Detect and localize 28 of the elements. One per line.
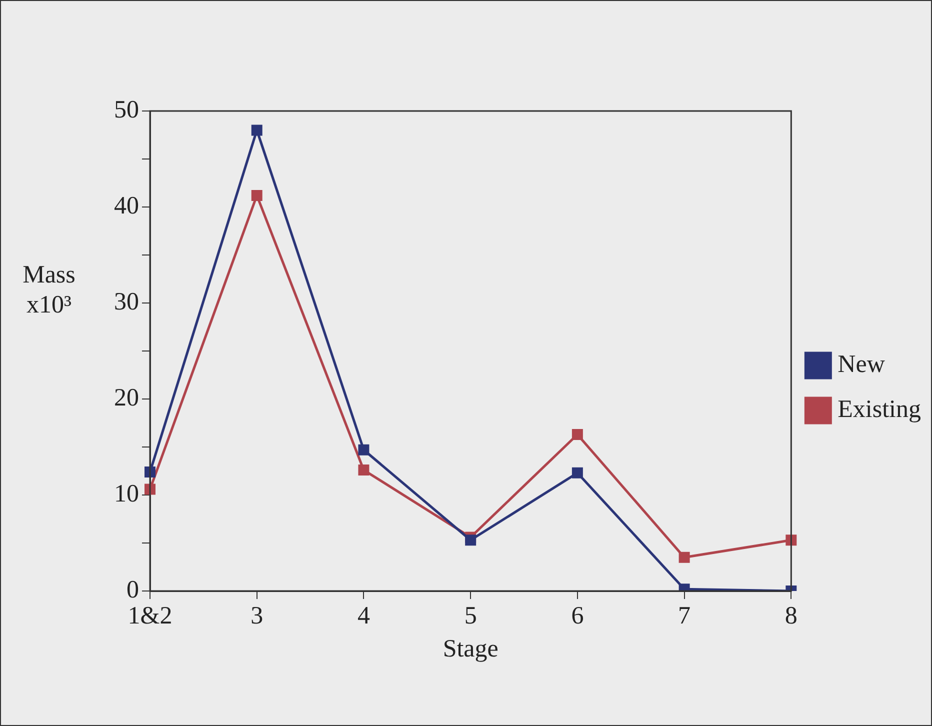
y-tick-label: 0 bbox=[126, 576, 139, 604]
x-tick-label: 5 bbox=[464, 602, 477, 630]
point bbox=[144, 466, 156, 478]
point bbox=[572, 429, 583, 440]
x-tick-label: 4 bbox=[357, 602, 370, 630]
x-tick-label: 1&2 bbox=[128, 602, 172, 630]
point bbox=[144, 484, 156, 495]
y-axis-title: Mass x10³ bbox=[22, 262, 76, 319]
x-tick-label: 8 bbox=[784, 602, 798, 630]
point bbox=[786, 534, 797, 546]
y-tick-label: 50 bbox=[114, 96, 139, 124]
y-tick-label: 10 bbox=[114, 480, 139, 508]
legend-label: New bbox=[838, 351, 885, 378]
y-tick-label: 30 bbox=[114, 288, 139, 316]
point bbox=[358, 464, 370, 476]
y-tick-label: 20 bbox=[114, 384, 139, 412]
y-tick-label: 40 bbox=[114, 192, 139, 220]
point bbox=[465, 534, 476, 546]
x-axis-title: Stage bbox=[442, 636, 498, 663]
point bbox=[251, 190, 262, 201]
x-tick-label: 7 bbox=[678, 602, 691, 630]
x-tick-label: 6 bbox=[571, 602, 584, 630]
x-tick-label: 3 bbox=[250, 602, 264, 630]
point bbox=[678, 552, 690, 563]
point bbox=[572, 467, 583, 478]
point bbox=[358, 444, 370, 456]
point bbox=[251, 124, 262, 136]
legend-label: Existing bbox=[838, 396, 922, 424]
